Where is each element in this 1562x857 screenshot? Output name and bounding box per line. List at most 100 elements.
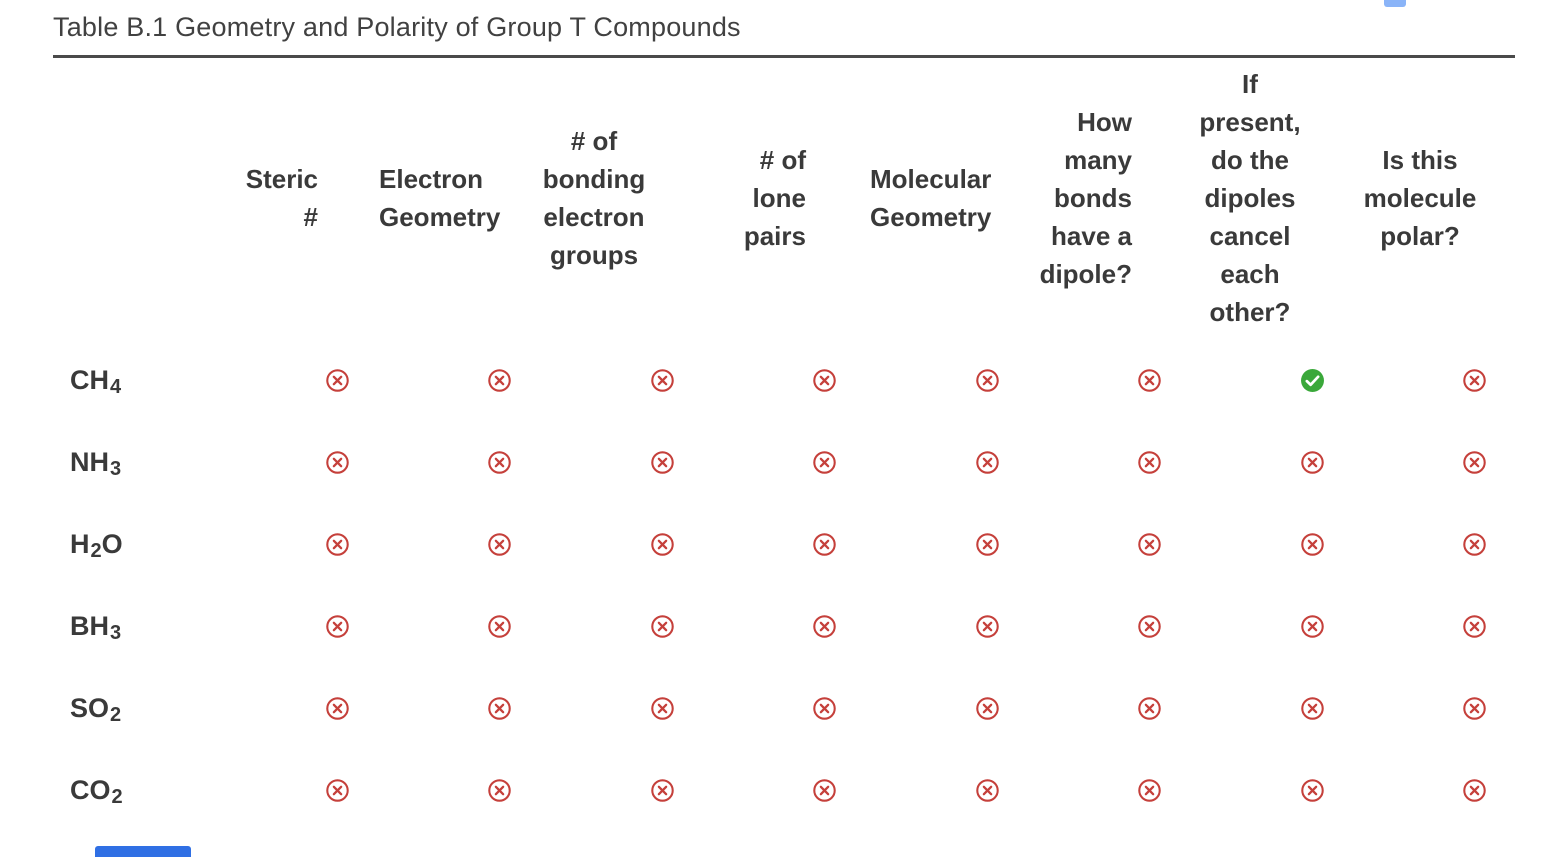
table-title: Table B.1 Geometry and Polarity of Group…: [53, 12, 741, 42]
column-header-line: dipoles: [1204, 183, 1296, 213]
cell-ch4-is-polar[interactable]: [1394, 339, 1557, 421]
cell-bh3-bond-dipoles[interactable]: [1069, 585, 1232, 667]
column-header-is-polar: Is this molecule polar?: [1345, 141, 1495, 255]
cell-h2o-bonding-groups[interactable]: [581, 503, 744, 585]
incorrect-icon: [488, 696, 512, 720]
cell-nh3-bonding-groups[interactable]: [581, 421, 744, 503]
incorrect-icon: [1138, 368, 1162, 392]
cell-so2-lone-pairs[interactable]: [744, 667, 907, 749]
incorrect-icon: [650, 532, 674, 556]
column-header-line: # of: [570, 126, 618, 156]
incorrect-icon: [1138, 450, 1162, 474]
cell-co2-bonding-groups[interactable]: [581, 749, 744, 831]
incorrect-icon: [650, 450, 674, 474]
column-header-line: bonds: [1054, 183, 1132, 213]
formula-text: NH: [70, 446, 109, 477]
incorrect-icon: [488, 450, 512, 474]
cell-so2-electron-geometry[interactable]: [419, 667, 582, 749]
incorrect-icon: [1463, 778, 1487, 802]
incorrect-icon: [325, 532, 349, 556]
cell-ch4-bonding-groups[interactable]: [581, 339, 744, 421]
cell-bh3-is-polar[interactable]: [1394, 585, 1557, 667]
cell-h2o-steric-number[interactable]: [256, 503, 419, 585]
incorrect-icon: [488, 778, 512, 802]
incorrect-icon: [488, 368, 512, 392]
formula-subscript: 3: [110, 621, 122, 644]
cell-so2-steric-number[interactable]: [256, 667, 419, 749]
incorrect-icon: [975, 696, 999, 720]
cell-h2o-electron-geometry[interactable]: [419, 503, 582, 585]
cell-so2-bond-dipoles[interactable]: [1069, 667, 1232, 749]
incorrect-icon: [975, 368, 999, 392]
column-header-line: bonding: [542, 164, 646, 194]
incorrect-icon: [1300, 532, 1324, 556]
column-header-line: Electron: [379, 164, 484, 194]
cell-co2-bond-dipoles[interactable]: [1069, 749, 1232, 831]
cell-so2-bonding-groups[interactable]: [581, 667, 744, 749]
incorrect-icon: [650, 778, 674, 802]
incorrect-icon: [975, 614, 999, 638]
cell-ch4-bond-dipoles[interactable]: [1069, 339, 1232, 421]
cell-nh3-is-polar[interactable]: [1394, 421, 1557, 503]
formula-subscript: 2: [111, 785, 123, 808]
cell-h2o-dipoles-cancel[interactable]: [1231, 503, 1394, 585]
button-fragment-bottom-left: [95, 846, 191, 857]
cell-nh3-molecular-geometry[interactable]: [906, 421, 1069, 503]
incorrect-icon: [813, 696, 837, 720]
incorrect-icon: [650, 614, 674, 638]
formula-text: SO: [70, 692, 110, 723]
incorrect-icon: [975, 778, 999, 802]
cell-nh3-bond-dipoles[interactable]: [1069, 421, 1232, 503]
incorrect-icon: [650, 368, 674, 392]
cell-bh3-molecular-geometry[interactable]: [906, 585, 1069, 667]
cell-nh3-lone-pairs[interactable]: [744, 421, 907, 503]
cell-bh3-electron-geometry[interactable]: [419, 585, 582, 667]
formula-subscript: 4: [110, 375, 122, 398]
cell-so2-molecular-geometry[interactable]: [906, 667, 1069, 749]
cell-bh3-lone-pairs[interactable]: [744, 585, 907, 667]
incorrect-icon: [325, 778, 349, 802]
cell-ch4-electron-geometry[interactable]: [419, 339, 582, 421]
column-header-line: #: [303, 202, 318, 232]
column-header-line: many: [1064, 145, 1132, 175]
cell-bh3-bonding-groups[interactable]: [581, 585, 744, 667]
cell-h2o-bond-dipoles[interactable]: [1069, 503, 1232, 585]
cell-ch4-molecular-geometry[interactable]: [906, 339, 1069, 421]
cell-co2-is-polar[interactable]: [1394, 749, 1557, 831]
incorrect-icon: [1463, 450, 1487, 474]
cell-h2o-molecular-geometry[interactable]: [906, 503, 1069, 585]
table-body: CH 4 NH 3 H 2 O BH 3 SO 2 CO 2: [0, 339, 1556, 831]
incorrect-icon: [1138, 778, 1162, 802]
cell-nh3-steric-number[interactable]: [256, 421, 419, 503]
cell-co2-lone-pairs[interactable]: [744, 749, 907, 831]
column-header-line: cancel: [1209, 221, 1291, 251]
cell-nh3-electron-geometry[interactable]: [419, 421, 582, 503]
cell-bh3-steric-number[interactable]: [256, 585, 419, 667]
formula-text: BH: [70, 610, 109, 641]
cell-so2-dipoles-cancel[interactable]: [1231, 667, 1394, 749]
cell-ch4-dipoles-cancel[interactable]: [1231, 339, 1394, 421]
formula-text: H: [70, 528, 90, 559]
incorrect-icon: [975, 450, 999, 474]
cell-ch4-steric-number[interactable]: [256, 339, 419, 421]
incorrect-icon: [325, 614, 349, 638]
column-header-electron-geometry: Electron Geometry: [379, 160, 529, 236]
row-label-ch4: CH 4: [0, 339, 256, 421]
column-header-line: groups: [549, 240, 639, 270]
column-header-line: # of: [759, 145, 806, 175]
cell-co2-electron-geometry[interactable]: [419, 749, 582, 831]
cell-h2o-is-polar[interactable]: [1394, 503, 1557, 585]
cell-co2-molecular-geometry[interactable]: [906, 749, 1069, 831]
cell-h2o-lone-pairs[interactable]: [744, 503, 907, 585]
cell-ch4-lone-pairs[interactable]: [744, 339, 907, 421]
cell-so2-is-polar[interactable]: [1394, 667, 1557, 749]
cell-bh3-dipoles-cancel[interactable]: [1231, 585, 1394, 667]
cell-co2-steric-number[interactable]: [256, 749, 419, 831]
column-header-line: Molecular: [870, 164, 992, 194]
cell-nh3-dipoles-cancel[interactable]: [1231, 421, 1394, 503]
incorrect-icon: [813, 532, 837, 556]
incorrect-icon: [325, 450, 349, 474]
column-header-line: molecule: [1363, 183, 1477, 213]
cell-co2-dipoles-cancel[interactable]: [1231, 749, 1394, 831]
